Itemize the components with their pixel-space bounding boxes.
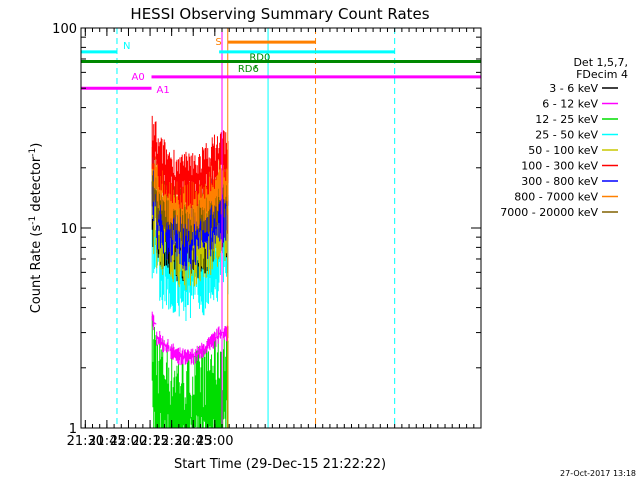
flag-label-rd0: RD0 [249,52,270,63]
x-tick-label: 22:00 [110,434,147,449]
legend-title-1: FDecim 4 [576,68,628,81]
flag-label-s: S [215,37,221,48]
flag-label-a1: A1 [157,85,170,96]
x-tick-label: 22:15 [131,434,168,449]
flag-label-a0: A0 [132,72,145,83]
legend-entry-label: 25 - 50 keV [535,129,598,142]
legend-entry-label: 7000 - 20000 keV [500,206,598,219]
legend-entry-label: 100 - 300 keV [521,160,598,173]
x-tick-label: 22:45 [174,434,211,449]
series-1-trace [151,311,229,366]
legend-entry-label: 800 - 7000 keV [514,191,598,204]
y-tick-label: 100 [52,22,77,37]
legend-entry-label: 50 - 100 keV [528,144,598,157]
footer-timestamp: 27-Oct-2017 13:18 [560,469,636,478]
y-axis: 100 10 1 [52,22,481,437]
y-tick-label: 10 [60,222,77,237]
legend-entry-label: 3 - 6 keV [549,82,598,95]
series-8 [151,115,229,210]
x-tick-label: 22:30 [153,434,190,449]
chart-title: HESSI Observing Summary Count Rates [130,5,429,23]
legend-entry-label: 6 - 12 keV [542,98,598,111]
x-axis-label: Start Time (29-Dec-15 21:22:22) [174,457,386,472]
flag-label-n: N [123,41,130,52]
legend: Det 1,5,7,FDecim 43 - 6 keV 6 - 12 keV 12 … [500,56,628,219]
y-axis-label: Count Rate (s-1 detector-1) [28,143,44,314]
series-1 [151,311,229,366]
x-tick-label: 21:30 [67,434,104,449]
y-tick-label: 1 [69,422,77,437]
legend-title-0: Det 1,5,7, [573,56,628,69]
flag-label-rd6: RD6 [238,64,259,75]
x-tick-label: 23:00 [196,434,233,449]
legend-entry-label: 300 - 800 keV [521,175,598,188]
x-tick-label: 21:45 [88,434,125,449]
series-8-trace [151,115,229,210]
legend-entry-label: 12 - 25 keV [535,113,598,126]
series-0 [151,316,229,428]
series-0-trace [151,316,229,428]
